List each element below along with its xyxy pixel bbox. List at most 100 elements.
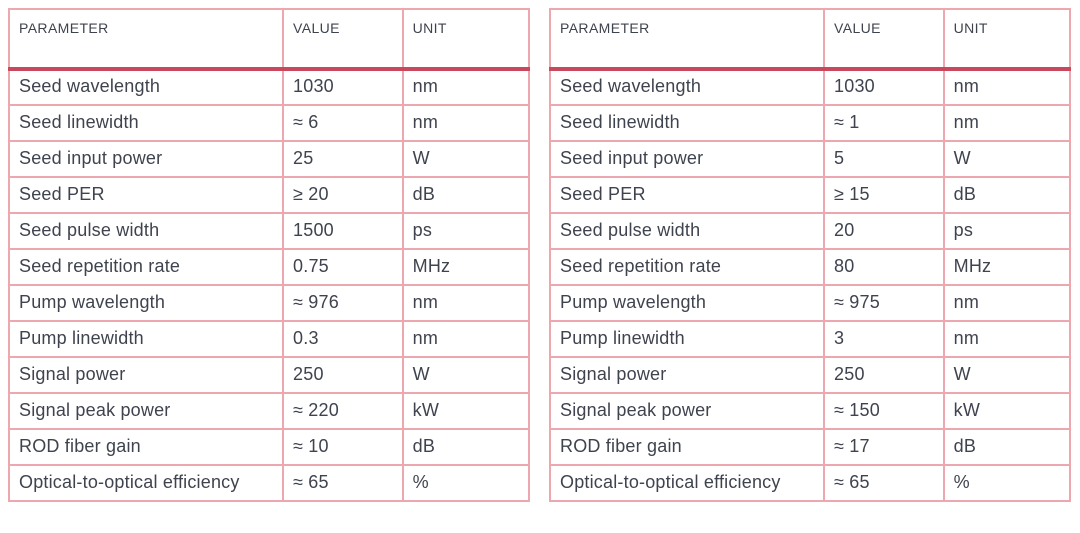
unit-cell: nm — [401, 104, 531, 142]
parameter-cell: Seed input power — [7, 140, 285, 178]
unit-cell: W — [942, 356, 1072, 394]
parameter-cell: Seed pulse width — [548, 212, 826, 250]
value-cell: ≈ 1 — [823, 104, 945, 142]
parameter-cell: Seed linewidth — [7, 104, 285, 142]
table-row: Seed wavelength 1030 nm — [548, 68, 1072, 106]
value-cell: 1500 — [282, 212, 404, 250]
column-header-parameter: Parameter — [548, 8, 826, 71]
parameter-cell: ROD fiber gain — [548, 428, 826, 466]
table-row: Signal power 250 W — [7, 356, 531, 394]
table-row: Seed input power 5 W — [548, 140, 1072, 178]
column-header-unit: Unit — [942, 8, 1072, 71]
unit-cell: % — [942, 464, 1072, 502]
table-row: Pump wavelength ≈ 975 nm — [548, 284, 1072, 322]
parameter-cell: Pump wavelength — [548, 284, 826, 322]
table-row: ROD fiber gain ≈ 17 dB — [548, 428, 1072, 466]
value-cell: 3 — [823, 320, 945, 358]
unit-cell: nm — [942, 320, 1072, 358]
column-header-value: Value — [823, 8, 945, 71]
parameter-cell: Pump linewidth — [548, 320, 826, 358]
table-row: Seed wavelength 1030 nm — [7, 68, 531, 106]
value-cell: ≈ 220 — [282, 392, 404, 430]
value-cell: ≈ 976 — [282, 284, 404, 322]
parameter-cell: Seed PER — [7, 176, 285, 214]
unit-cell: ps — [942, 212, 1072, 250]
table-row: ROD fiber gain ≈ 10 dB — [7, 428, 531, 466]
unit-cell: dB — [401, 428, 531, 466]
value-cell: 250 — [282, 356, 404, 394]
value-cell: ≈ 150 — [823, 392, 945, 430]
column-header-parameter: Parameter — [7, 8, 285, 71]
table-row: Seed input power 25 W — [7, 140, 531, 178]
unit-cell: W — [401, 140, 531, 178]
spec-table-left: Parameter Value Unit Seed wavelength 1030… — [7, 8, 531, 502]
table-row: Seed PER ≥ 15 dB — [548, 176, 1072, 214]
parameter-cell: Seed input power — [548, 140, 826, 178]
spec-table-right: Parameter Value Unit Seed wavelength 1030… — [548, 8, 1072, 502]
table-row: Seed repetition rate 0.75 MHz — [7, 248, 531, 286]
value-cell: 20 — [823, 212, 945, 250]
parameter-cell: Seed repetition rate — [7, 248, 285, 286]
value-cell: 1030 — [823, 68, 945, 106]
table-row: Seed linewidth ≈ 1 nm — [548, 104, 1072, 142]
value-cell: 80 — [823, 248, 945, 286]
value-cell: ≈ 65 — [282, 464, 404, 502]
table-row: Seed PER ≥ 20 dB — [7, 176, 531, 214]
parameter-cell: Seed wavelength — [7, 68, 285, 106]
value-cell: ≥ 15 — [823, 176, 945, 214]
unit-cell: nm — [401, 68, 531, 106]
parameter-cell: Signal power — [548, 356, 826, 394]
unit-cell: MHz — [401, 248, 531, 286]
table-row: Signal power 250 W — [548, 356, 1072, 394]
table-body-left: Seed wavelength 1030 nm Seed linewidth ≈ 6 nm… — [7, 68, 531, 502]
table-row: Pump linewidth 0.3 nm — [7, 320, 531, 358]
unit-cell: dB — [401, 176, 531, 214]
parameter-cell: Seed PER — [548, 176, 826, 214]
table-row: Seed repetition rate 80 MHz — [548, 248, 1072, 286]
unit-cell: nm — [942, 284, 1072, 322]
value-cell: ≈ 6 — [282, 104, 404, 142]
unit-cell: nm — [401, 284, 531, 322]
table-row: Seed linewidth ≈ 6 nm — [7, 104, 531, 142]
parameter-cell: Signal peak power — [548, 392, 826, 430]
value-cell: ≥ 20 — [282, 176, 404, 214]
parameter-cell: Optical-to-optical efficiency — [548, 464, 826, 502]
parameter-cell: Seed wavelength — [548, 68, 826, 106]
value-cell: ≈ 975 — [823, 284, 945, 322]
value-cell: ≈ 17 — [823, 428, 945, 466]
table-row: Optical-to-optical efficiency ≈ 65% — [548, 464, 1072, 502]
header-row: Parameter Value Unit — [7, 8, 531, 71]
parameter-cell: Seed pulse width — [7, 212, 285, 250]
header-row: Parameter Value Unit — [548, 8, 1072, 71]
table-row: Optical-to-optical efficiency ≈ 65% — [7, 464, 531, 502]
column-header-value: Value — [282, 8, 404, 71]
unit-cell: nm — [401, 320, 531, 358]
parameter-cell: Signal power — [7, 356, 285, 394]
parameter-cell: ROD fiber gain — [7, 428, 285, 466]
value-cell: 25 — [282, 140, 404, 178]
table-body-right: Seed wavelength 1030 nm Seed linewidth ≈ 1 nm… — [548, 68, 1072, 502]
table-row: Seed pulse width 1500 ps — [7, 212, 531, 250]
value-cell: 0.3 — [282, 320, 404, 358]
column-header-unit: Unit — [401, 8, 531, 71]
table-row: Signal peak power ≈ 220 kW — [7, 392, 531, 430]
value-cell: 1030 — [282, 68, 404, 106]
value-cell: 250 — [823, 356, 945, 394]
table-row: Pump wavelength ≈ 976 nm — [7, 284, 531, 322]
unit-cell: W — [942, 140, 1072, 178]
unit-cell: % — [401, 464, 531, 502]
value-cell: ≈ 10 — [282, 428, 404, 466]
unit-cell: kW — [942, 392, 1072, 430]
table-row: Pump linewidth 3 nm — [548, 320, 1072, 358]
table-row: Seed pulse width 20 ps — [548, 212, 1072, 250]
parameter-cell: Seed linewidth — [548, 104, 826, 142]
value-cell: 0.75 — [282, 248, 404, 286]
unit-cell: ps — [401, 212, 531, 250]
parameter-cell: Pump linewidth — [7, 320, 285, 358]
parameter-cell: Seed repetition rate — [548, 248, 826, 286]
unit-cell: MHz — [942, 248, 1072, 286]
unit-cell: dB — [942, 176, 1072, 214]
parameter-cell: Optical-to-optical efficiency — [7, 464, 285, 502]
parameter-cell: Pump wavelength — [7, 284, 285, 322]
